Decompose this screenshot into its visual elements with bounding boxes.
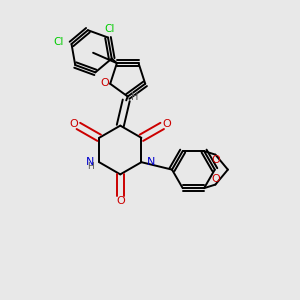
Text: O: O [212,174,220,184]
Text: Cl: Cl [54,37,64,47]
Text: O: O [163,119,171,129]
Text: O: O [116,196,125,206]
Text: O: O [69,119,78,129]
Text: N: N [147,157,155,166]
Text: O: O [212,155,220,165]
Text: H: H [131,92,139,102]
Text: N: N [85,157,94,166]
Text: Cl: Cl [104,24,114,34]
Text: H: H [87,162,94,171]
Text: O: O [100,78,109,88]
